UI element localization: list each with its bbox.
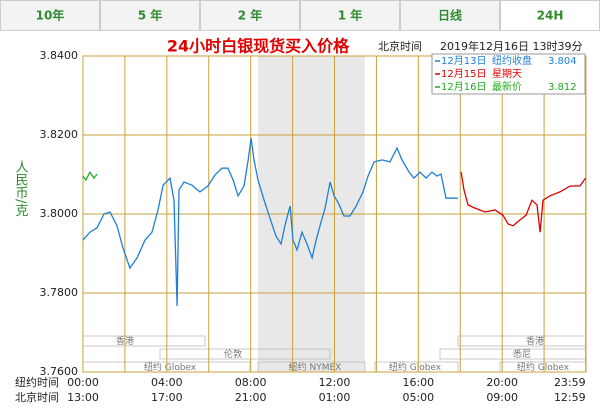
tab-label[interactable]: 24H [537,9,564,23]
tab[interactable] [500,0,600,31]
session-label: 悉尼 [513,348,531,360]
chart-title: 24小时白银现货买入价格 [167,37,350,56]
x-row-label: 纽约时间 [15,375,59,389]
x-tick-label: 12:00 [319,376,351,389]
x-tick-label: 04:00 [151,376,183,389]
tab[interactable] [100,0,200,31]
timestamp-label: 北京时间 [378,39,422,53]
session-box [159,348,331,360]
legend-name: 12月15日 [441,68,486,80]
y-axis-label: 人民币/克 [13,160,29,218]
x-tick-label: 00:00 [67,376,99,389]
line-series [460,171,587,233]
x-tick-label: 20:00 [486,376,518,389]
line-series [82,170,98,182]
x2-tick-label: 09:00 [486,391,518,404]
tab-label[interactable]: 1 年 [338,8,363,23]
plot-frame [82,55,587,373]
tab-label[interactable]: 日线 [438,8,462,23]
session-label: 纽约 NYMEX [289,361,342,373]
session-box [82,335,206,347]
session-box [457,335,587,347]
x2-tick-label: 05:00 [402,391,434,404]
y-tick-label: 3.7600 [40,365,79,378]
tab[interactable] [200,0,300,31]
line-series [82,138,458,307]
x-row-label: 北京时间 [15,390,59,404]
x2-tick-label: 17:00 [151,391,183,404]
y-tick-label: 3.8000 [40,207,79,220]
tab[interactable] [300,0,400,31]
legend-name: 12月16日 [441,81,486,93]
y-tick-label: 3.8200 [40,128,79,141]
session-label: 纽约 Globex [144,361,197,373]
legend-name: 12月13日 [441,55,486,67]
legend-box [431,53,586,95]
x2-tick-label: 21:00 [235,391,267,404]
legend-note: 纽约收盘 [492,54,532,67]
x2-tick-label: 01:00 [319,391,351,404]
legend-value: 3.812 [548,82,577,93]
session-label: 香港 [526,335,544,347]
timestamp: 2019年12月16日 13时39分 [440,39,582,53]
x2-tick-label: 12:59 [554,391,586,404]
session-label: 纽约 Globex [517,361,570,373]
tab-label[interactable]: 5 年 [138,8,163,23]
session-label: 纽约 Globex [389,361,442,373]
legend-value: 3.804 [548,56,577,67]
tab-label[interactable]: 10年 [36,8,65,23]
session-label: 伦敦 [224,348,242,360]
x-tick-label: 08:00 [235,376,267,389]
x-tick-label: 16:00 [402,376,434,389]
x-tick-label: 23:59 [554,376,586,389]
legend-note: 星期天 [492,68,522,80]
legend-note: 最新价 [492,80,522,93]
tab-label[interactable]: 2 年 [238,8,263,23]
x2-tick-label: 13:00 [67,391,99,404]
tab[interactable] [400,0,500,31]
tab[interactable] [0,0,100,31]
y-tick-label: 3.7800 [40,286,79,299]
y-tick-label: 3.8400 [40,49,79,62]
